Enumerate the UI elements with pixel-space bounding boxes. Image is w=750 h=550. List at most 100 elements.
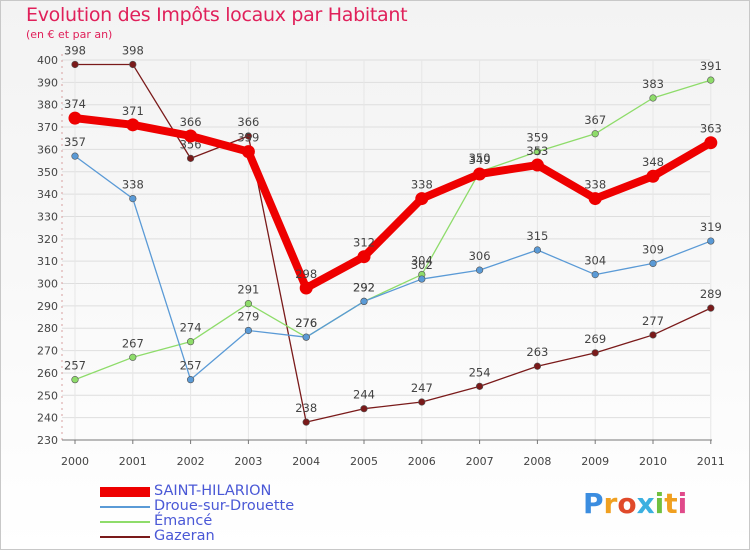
data-point <box>588 192 602 206</box>
data-point <box>71 376 79 384</box>
x-tick-label: 2004 <box>292 455 320 468</box>
data-label: 298 <box>295 267 317 281</box>
legend-swatch <box>100 505 150 508</box>
data-label: 247 <box>411 381 433 395</box>
data-label: 359 <box>526 131 548 145</box>
data-point <box>591 270 599 279</box>
data-point <box>302 418 310 426</box>
data-label: 367 <box>584 113 606 127</box>
proxiti-logo: Proxiti <box>583 487 688 520</box>
series-line-saint-hilarion <box>74 114 713 292</box>
data-point <box>244 300 252 308</box>
data-label: 383 <box>642 77 664 91</box>
data-label: 238 <box>295 401 317 415</box>
data-label: 306 <box>469 249 491 263</box>
data-label: 319 <box>700 220 722 234</box>
data-label: 371 <box>122 104 144 118</box>
data-label: 276 <box>295 316 317 330</box>
data-label: 350 <box>469 151 491 165</box>
data-label: 269 <box>584 332 606 346</box>
x-tick-label: 2007 <box>466 455 494 468</box>
y-tick-label: 340 <box>37 188 58 201</box>
series-line-emance <box>74 79 711 381</box>
data-label: 279 <box>237 309 259 323</box>
data-point <box>415 192 429 206</box>
data-point <box>244 326 252 335</box>
data-point <box>649 259 657 268</box>
legend-label: Droue-sur-Drouette <box>154 498 295 514</box>
data-point <box>707 304 715 312</box>
data-point <box>360 405 368 413</box>
data-point <box>129 194 137 203</box>
series-line-gazeran <box>75 63 712 423</box>
x-tick-label: 2000 <box>61 455 89 468</box>
legend-swatch <box>100 486 150 497</box>
legend-swatch <box>100 520 150 523</box>
y-tick-label: 360 <box>37 143 58 156</box>
data-point <box>476 382 484 390</box>
y-tick-label: 230 <box>37 434 58 447</box>
data-label: 263 <box>526 345 548 359</box>
x-tick-label: 2002 <box>177 455 205 468</box>
data-label: 363 <box>700 122 722 136</box>
data-label: 349 <box>469 153 491 167</box>
data-point <box>299 281 313 295</box>
data-label: 348 <box>642 155 664 169</box>
legend-label: Gazeran <box>154 528 215 544</box>
data-label: 338 <box>122 178 144 192</box>
data-label: 274 <box>180 321 202 335</box>
y-tick-label: 240 <box>37 412 58 425</box>
data-label: 257 <box>64 359 86 373</box>
data-label: 353 <box>526 144 548 158</box>
data-label: 357 <box>64 135 86 149</box>
x-tick-label: 2011 <box>697 455 725 468</box>
chart-title: Evolution des Impôts locaux par Habitant <box>26 4 408 26</box>
data-point <box>71 152 79 160</box>
legend-swatch <box>100 535 150 538</box>
data-point <box>591 130 599 138</box>
data-point <box>533 246 542 254</box>
x-tick-label: 2010 <box>639 455 667 468</box>
data-label: 254 <box>469 365 491 379</box>
data-point <box>649 94 657 102</box>
data-point <box>357 250 371 264</box>
data-point <box>244 132 252 140</box>
data-label: 374 <box>64 97 86 111</box>
data-label: 315 <box>526 229 548 243</box>
legend-item-emance: Émancé <box>100 514 294 529</box>
y-tick-label: 300 <box>37 278 58 291</box>
x-tick-label: 2005 <box>350 455 378 468</box>
data-point <box>68 111 82 125</box>
y-tick-label: 350 <box>37 166 58 179</box>
data-point <box>704 136 718 150</box>
data-label: 292 <box>353 280 375 294</box>
data-label: 267 <box>122 336 144 350</box>
y-tick-label: 250 <box>37 389 58 402</box>
data-point <box>187 338 195 346</box>
legend: SAINT-HILARION Droue-sur-Drouette Émancé… <box>100 484 294 544</box>
y-tick-label: 280 <box>37 322 58 335</box>
y-tick-label: 400 <box>37 54 58 67</box>
data-point <box>530 158 544 172</box>
x-tick-label: 2008 <box>523 455 551 468</box>
legend-label: SAINT-HILARION <box>154 483 272 499</box>
data-label: 398 <box>122 43 144 57</box>
data-point <box>707 237 715 245</box>
data-point <box>360 297 368 306</box>
legend-item-droue-sur-drouette: Droue-sur-Drouette <box>100 499 294 514</box>
data-label: 304 <box>584 254 606 268</box>
data-label: 304 <box>411 254 433 268</box>
data-point <box>187 376 195 384</box>
y-tick-label: 370 <box>37 121 58 134</box>
y-tick-label: 380 <box>37 99 58 112</box>
y-tick-label: 270 <box>37 345 58 358</box>
data-point <box>476 266 484 274</box>
data-label: 244 <box>353 388 375 402</box>
data-label: 359 <box>237 131 259 145</box>
data-label: 312 <box>353 236 375 250</box>
data-label: 291 <box>237 283 259 297</box>
data-label: 391 <box>700 59 722 73</box>
data-point <box>241 145 255 159</box>
